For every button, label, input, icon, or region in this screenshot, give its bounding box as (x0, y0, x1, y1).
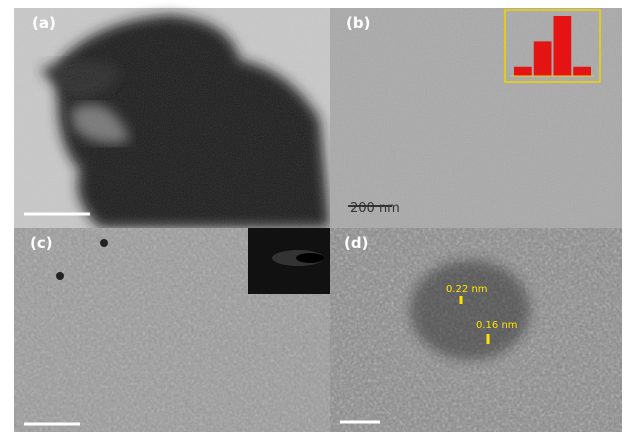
panel-label: (d) (344, 234, 368, 252)
panel-label: (b) (346, 14, 370, 32)
histogram-bar (573, 67, 591, 76)
panel-label: (a) (32, 14, 56, 32)
histogram-bar (514, 67, 532, 76)
scale-bar-label: 200 nm (350, 201, 400, 216)
panel-b: (b) 200 nm (330, 8, 622, 228)
figure: (a) (b) 200 nm (c) (d) 0.22 nm 0.16 nm (0, 0, 638, 443)
panel-d: (d) 0.22 nm 0.16 nm (330, 228, 622, 432)
histogram-bar (554, 16, 572, 76)
panel-a: (a) (14, 8, 330, 228)
panel-label: (c) (30, 234, 53, 252)
histogram-bar (534, 41, 552, 76)
panel-c: (c) (14, 228, 330, 432)
fringe-label: 0.16 nm (476, 320, 518, 331)
fringe-label: 0.22 nm (446, 284, 488, 295)
